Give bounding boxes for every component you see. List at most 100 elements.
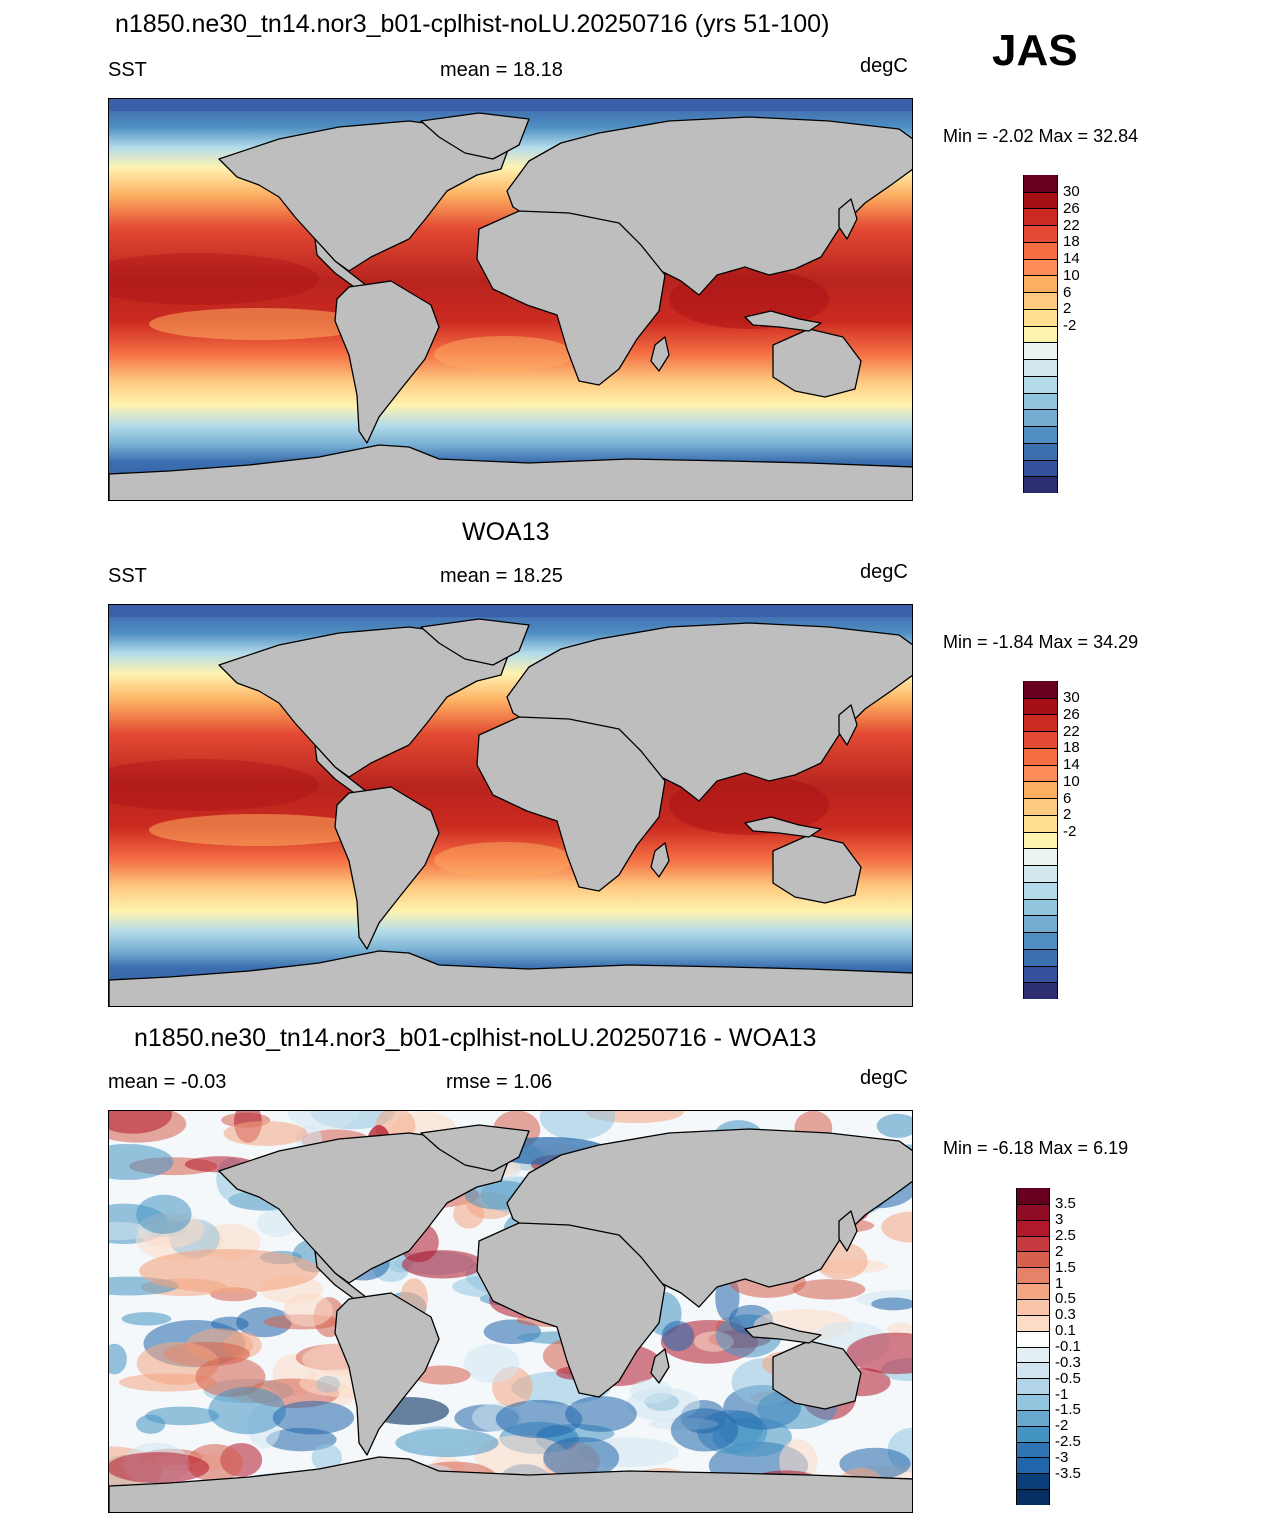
land-japan bbox=[838, 198, 858, 240]
colorbar-swatch bbox=[1024, 747, 1057, 765]
colorbar-tick-label: 0.1 bbox=[1055, 1322, 1076, 1340]
land-madagascar bbox=[650, 336, 670, 372]
land-antarctica bbox=[109, 950, 912, 1006]
colorbar-swatch bbox=[1017, 1473, 1049, 1490]
colorbar-swatch bbox=[1024, 325, 1057, 343]
panel-1-colorbar bbox=[1023, 175, 1058, 493]
colorbar-swatch bbox=[1017, 1298, 1049, 1315]
colorbar-swatch bbox=[1024, 881, 1057, 899]
colorbar-tick-label: 6 bbox=[1063, 789, 1072, 807]
colorbar-swatch bbox=[1017, 1457, 1049, 1474]
land-africa bbox=[476, 210, 666, 386]
colorbar-tick-label: 26 bbox=[1063, 199, 1080, 217]
colorbar-tick-label: 22 bbox=[1063, 722, 1080, 740]
colorbar-swatch bbox=[1017, 1346, 1049, 1363]
colorbar-tick-label: 1 bbox=[1055, 1274, 1064, 1292]
colorbar-tick-label: 10 bbox=[1063, 266, 1080, 284]
colorbar-swatch bbox=[1024, 442, 1057, 460]
colorbar-swatch bbox=[1017, 1362, 1049, 1379]
land-south-america bbox=[334, 786, 440, 950]
colorbar-swatch bbox=[1024, 731, 1057, 748]
colorbar-swatch bbox=[1017, 1188, 1049, 1204]
panel-1-minmax: Min = -2.02 Max = 32.84 bbox=[943, 126, 1139, 146]
colorbar-swatch bbox=[1024, 681, 1057, 698]
colorbar-swatch bbox=[1024, 814, 1057, 832]
colorbar-swatch bbox=[1024, 375, 1057, 393]
colorbar-tick-label: -0.5 bbox=[1055, 1369, 1081, 1387]
colorbar-swatch bbox=[1024, 932, 1057, 949]
land-greenland bbox=[420, 112, 530, 160]
colorbar-tick-label: -2 bbox=[1063, 823, 1077, 841]
land-antarctica bbox=[109, 444, 912, 500]
panel-2-minmax: Min = -1.84 Max = 34.29 bbox=[943, 632, 1139, 652]
colorbar-swatch bbox=[1017, 1314, 1049, 1331]
panel-3-mean-label: mean = -0.03 bbox=[108, 1071, 227, 1093]
colorbar-tick-label: 18 bbox=[1063, 233, 1080, 251]
panel-3-minmax: Min = -6.18 Max = 6.19 bbox=[943, 1138, 1129, 1158]
land-north-america bbox=[218, 626, 510, 778]
colorbar-tick-label: -3 bbox=[1055, 1448, 1069, 1466]
panel-2-colorbar bbox=[1023, 681, 1058, 999]
colorbar-swatch bbox=[1024, 965, 1057, 983]
colorbar-swatch bbox=[1024, 258, 1057, 276]
colorbar-swatch bbox=[1024, 392, 1057, 410]
panel-2-title: WOA13 bbox=[462, 518, 550, 546]
colorbar-swatch bbox=[1017, 1409, 1049, 1426]
colorbar-swatch bbox=[1017, 1235, 1049, 1252]
panel-3-colorbar bbox=[1016, 1188, 1050, 1505]
colorbar-tick-label: 26 bbox=[1063, 705, 1080, 723]
colorbar-tick-label: 0.5 bbox=[1055, 1290, 1076, 1308]
colorbar-swatch bbox=[1024, 191, 1057, 209]
colorbar-tick-label: -1.5 bbox=[1055, 1401, 1081, 1419]
colorbar-swatch bbox=[1017, 1283, 1049, 1299]
colorbar-swatch bbox=[1024, 426, 1057, 443]
panel-1-units-label: degC bbox=[860, 55, 908, 77]
colorbar-swatch bbox=[1024, 292, 1057, 309]
land-africa bbox=[476, 1222, 666, 1398]
colorbar-swatch bbox=[1017, 1330, 1049, 1347]
colorbar-swatch bbox=[1024, 225, 1057, 242]
colorbar-swatch bbox=[1024, 175, 1057, 192]
colorbar-swatch bbox=[1024, 275, 1057, 293]
colorbar-swatch bbox=[1017, 1219, 1049, 1236]
land-australia bbox=[772, 328, 862, 398]
land-madagascar bbox=[650, 1348, 670, 1384]
land-africa bbox=[476, 716, 666, 892]
land-north-america bbox=[218, 1132, 510, 1284]
panel-2-map bbox=[108, 604, 913, 1007]
colorbar-tick-label: 10 bbox=[1063, 772, 1080, 790]
colorbar-swatch bbox=[1017, 1394, 1049, 1410]
colorbar-tick-label: -0.1 bbox=[1055, 1338, 1081, 1355]
colorbar-swatch bbox=[1017, 1267, 1049, 1284]
colorbar-swatch bbox=[1024, 781, 1057, 799]
colorbar-tick-label: -0.3 bbox=[1055, 1353, 1081, 1371]
land-australia bbox=[772, 1340, 862, 1410]
colorbar-swatch bbox=[1024, 241, 1057, 259]
colorbar-tick-label: 3.5 bbox=[1055, 1195, 1076, 1213]
colorbar-swatch bbox=[1024, 831, 1057, 849]
colorbar-swatch bbox=[1017, 1203, 1049, 1220]
panel-3-title: n1850.ne30_tn14.nor3_b01-cplhist-noLU.20… bbox=[134, 1024, 817, 1052]
colorbar-swatch bbox=[1024, 764, 1057, 782]
colorbar-tick-label: 2.5 bbox=[1055, 1227, 1076, 1245]
panel-1-title: n1850.ne30_tn14.nor3_b01-cplhist-noLU.20… bbox=[115, 10, 830, 38]
colorbar-tick-label: 14 bbox=[1063, 250, 1080, 268]
colorbar-tick-label: 6 bbox=[1063, 283, 1072, 301]
land-australia bbox=[772, 834, 862, 904]
panel-1-mean-label: mean = 18.18 bbox=[440, 59, 563, 81]
colorbar-swatch bbox=[1024, 714, 1057, 732]
land-indonesia bbox=[744, 1322, 822, 1344]
land-greenland bbox=[420, 1124, 530, 1172]
panel-3-map bbox=[108, 1110, 913, 1513]
panel-1-variable-label: SST bbox=[108, 59, 147, 81]
colorbar-tick-label: 30 bbox=[1063, 689, 1080, 707]
colorbar-swatch bbox=[1024, 342, 1057, 360]
colorbar-tick-label: 2 bbox=[1055, 1242, 1064, 1260]
colorbar-tick-label: 30 bbox=[1063, 183, 1080, 201]
land-japan bbox=[838, 1210, 858, 1252]
colorbar-swatch bbox=[1017, 1489, 1049, 1505]
colorbar-swatch bbox=[1024, 982, 1057, 999]
colorbar-tick-label: 22 bbox=[1063, 216, 1080, 234]
colorbar-tick-label: 0.3 bbox=[1055, 1306, 1076, 1324]
colorbar-swatch bbox=[1024, 697, 1057, 715]
